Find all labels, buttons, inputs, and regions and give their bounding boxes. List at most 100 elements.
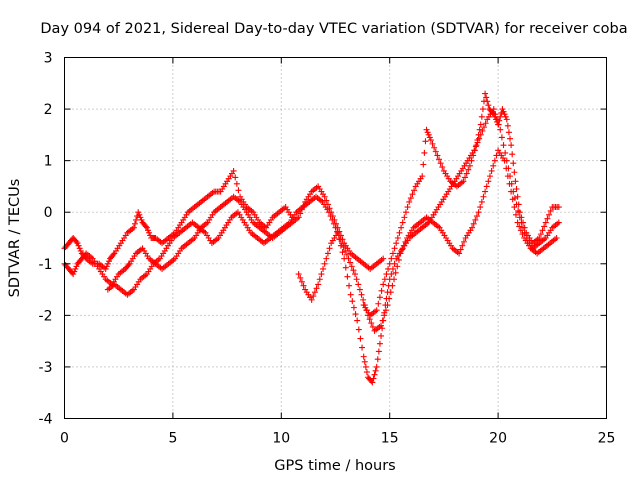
data-point <box>380 255 387 262</box>
data-point <box>136 211 143 218</box>
data-point <box>360 296 367 303</box>
data-point <box>104 260 111 267</box>
data-point <box>74 240 81 247</box>
data-point <box>409 191 416 198</box>
data-point <box>346 282 353 289</box>
data-point <box>344 273 351 280</box>
data-point <box>429 140 436 147</box>
data-point <box>434 152 441 159</box>
x-tick-label: 5 <box>168 431 177 447</box>
data-point <box>466 162 473 169</box>
data-point <box>339 249 346 256</box>
data-point <box>388 255 395 262</box>
data-point <box>485 178 492 185</box>
data-series-4 <box>295 106 562 386</box>
data-point <box>332 224 339 231</box>
data-point <box>382 302 389 309</box>
data-point <box>474 137 481 144</box>
x-tick-label: 15 <box>381 431 399 447</box>
data-point <box>502 149 509 156</box>
data-point <box>419 173 426 180</box>
data-point <box>497 126 504 133</box>
data-point <box>439 164 446 171</box>
x-tick-label: 0 <box>60 431 69 447</box>
data-point <box>471 147 478 154</box>
data-point <box>347 291 354 298</box>
data-point <box>326 245 333 252</box>
data-point <box>544 215 551 222</box>
data-point <box>142 223 149 230</box>
data-point <box>482 90 489 97</box>
data-point <box>381 309 388 316</box>
data-point <box>500 108 507 115</box>
data-point <box>102 265 109 272</box>
data-point <box>508 180 515 187</box>
data-point <box>478 198 485 205</box>
data-point <box>436 156 443 163</box>
data-point <box>496 117 503 124</box>
data-point <box>498 134 505 141</box>
data-point <box>392 269 399 276</box>
data-point <box>327 213 334 220</box>
data-point <box>295 214 302 221</box>
data-point <box>398 224 405 231</box>
data-point <box>479 127 486 134</box>
data-point <box>555 204 562 211</box>
data-point <box>459 242 466 249</box>
data-point <box>369 323 376 330</box>
data-point <box>330 220 337 227</box>
y-tick-label: 0 <box>44 205 53 221</box>
data-series-5 <box>360 90 562 319</box>
data-point <box>385 265 392 272</box>
data-point <box>340 244 347 251</box>
data-point <box>470 152 477 159</box>
data-point <box>503 116 510 123</box>
data-point <box>505 165 512 172</box>
data-point <box>482 188 489 195</box>
data-point <box>372 367 379 374</box>
data-point <box>375 300 382 307</box>
data-point <box>389 250 396 257</box>
data-point <box>76 245 83 252</box>
data-point <box>541 223 548 230</box>
data-point <box>110 251 117 258</box>
data-point <box>368 320 375 327</box>
y-tick-label: 1 <box>44 154 53 170</box>
data-point <box>316 276 323 283</box>
data-point <box>342 247 349 254</box>
data-point <box>504 122 511 129</box>
data-point <box>472 216 479 223</box>
data-point <box>422 138 429 145</box>
data-point <box>235 187 242 194</box>
data-point <box>460 178 467 185</box>
x-tick-label: 20 <box>489 431 507 447</box>
data-point <box>376 294 383 301</box>
data-point <box>536 235 543 241</box>
data-point <box>77 247 84 254</box>
data-point <box>457 246 464 253</box>
data-point <box>491 113 498 120</box>
y-tick-label: -3 <box>39 360 53 376</box>
data-point <box>131 220 138 227</box>
data-point <box>381 276 388 283</box>
data-point <box>511 195 518 202</box>
data-point <box>490 111 497 118</box>
data-point <box>348 263 355 270</box>
data-point <box>133 216 140 223</box>
data-point <box>482 120 489 127</box>
data-point <box>396 229 403 236</box>
data-point <box>72 265 79 272</box>
data-point <box>73 263 80 270</box>
data-point <box>323 255 330 262</box>
data-point <box>507 135 514 142</box>
data-point <box>374 356 381 363</box>
data-point <box>378 287 385 294</box>
data-point <box>357 335 364 342</box>
data-point <box>483 183 490 190</box>
data-point <box>138 216 145 223</box>
y-tick-label: -4 <box>39 412 53 428</box>
data-point <box>363 369 370 376</box>
data-point <box>511 169 518 176</box>
data-point <box>477 204 484 211</box>
data-point <box>70 271 77 278</box>
